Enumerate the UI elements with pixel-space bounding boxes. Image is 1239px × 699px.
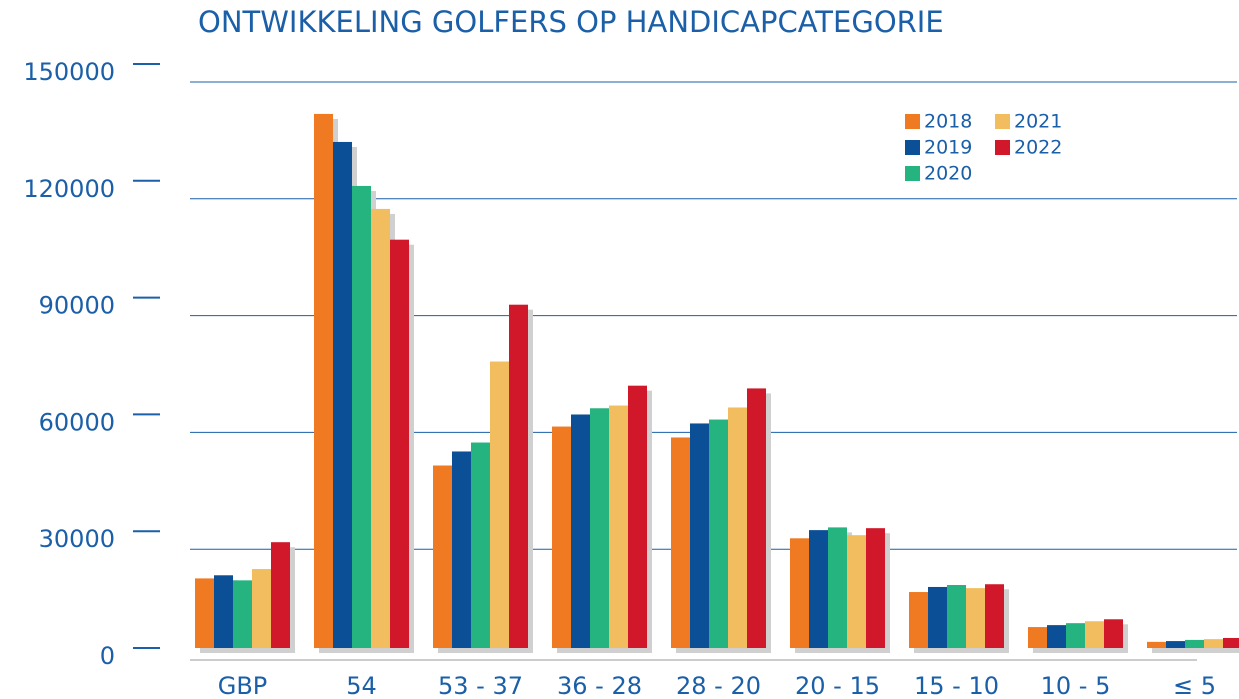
bar bbox=[471, 442, 490, 648]
bar bbox=[552, 426, 571, 648]
bar bbox=[233, 580, 252, 648]
bar bbox=[1104, 619, 1123, 648]
x-tick-label: 54 bbox=[346, 672, 377, 699]
bar bbox=[671, 437, 690, 648]
bar bbox=[809, 530, 828, 648]
bar bbox=[1223, 637, 1239, 648]
bar bbox=[1147, 641, 1166, 648]
bar bbox=[847, 535, 866, 648]
x-tick-label: ≤ 5 bbox=[1173, 672, 1216, 699]
x-tick-label: 36 - 28 bbox=[557, 672, 642, 699]
x-tick-label: GBP bbox=[218, 672, 268, 699]
bar bbox=[1066, 623, 1085, 648]
bar bbox=[866, 528, 885, 648]
y-tick-label: 30000 bbox=[39, 525, 115, 553]
bar bbox=[690, 423, 709, 648]
bar bbox=[1166, 641, 1185, 648]
bar bbox=[490, 361, 509, 648]
x-tick-label: 15 - 10 bbox=[914, 672, 999, 699]
legend-label: 2019 bbox=[924, 137, 972, 159]
bar bbox=[371, 208, 390, 648]
bar bbox=[195, 578, 214, 648]
bar bbox=[947, 585, 966, 648]
y-tick-label: 150000 bbox=[23, 58, 115, 86]
legend-label: 2018 bbox=[924, 111, 972, 133]
bar bbox=[571, 414, 590, 648]
y-tick-label: 120000 bbox=[23, 175, 115, 203]
bar-shadow bbox=[1209, 644, 1228, 653]
legend-swatch bbox=[995, 140, 1010, 155]
bar bbox=[214, 575, 233, 648]
bar bbox=[509, 304, 528, 648]
bar bbox=[452, 451, 471, 648]
bar-shadow bbox=[1171, 646, 1190, 653]
x-tick-label: 28 - 20 bbox=[676, 672, 761, 699]
bar bbox=[985, 584, 1004, 648]
x-tick-label: 53 - 37 bbox=[438, 672, 523, 699]
chart-title: ONTWIKKELING GOLFERS OP HANDICAPCATEGORI… bbox=[198, 5, 944, 39]
bar bbox=[709, 419, 728, 648]
bar bbox=[966, 588, 985, 648]
bar bbox=[352, 185, 371, 648]
y-tick-label: 0 bbox=[100, 642, 115, 670]
bar bbox=[628, 385, 647, 648]
x-tick-label: 20 - 15 bbox=[795, 672, 880, 699]
bar bbox=[1185, 639, 1204, 648]
bar bbox=[909, 592, 928, 648]
legend-swatch bbox=[905, 140, 920, 155]
bar bbox=[390, 239, 409, 648]
legend-swatch bbox=[995, 114, 1010, 129]
bar bbox=[1047, 625, 1066, 648]
bar bbox=[590, 408, 609, 648]
legend-label: 2020 bbox=[924, 163, 972, 185]
bar bbox=[1204, 639, 1223, 648]
bar bbox=[333, 141, 352, 648]
legend-label: 2021 bbox=[1014, 111, 1062, 133]
bar bbox=[271, 542, 290, 648]
legend-swatch bbox=[905, 114, 920, 129]
legend-swatch bbox=[905, 166, 920, 181]
bar bbox=[314, 113, 333, 648]
bar bbox=[433, 465, 452, 648]
y-tick-label: 60000 bbox=[39, 408, 115, 436]
bar bbox=[728, 407, 747, 648]
bar bbox=[1028, 627, 1047, 648]
bar bbox=[252, 569, 271, 648]
bar bbox=[828, 527, 847, 648]
legend-label: 2022 bbox=[1014, 137, 1062, 159]
bar bbox=[790, 538, 809, 648]
bar bbox=[747, 388, 766, 648]
x-tick-label: 10 - 5 bbox=[1041, 672, 1111, 699]
bar bbox=[1085, 621, 1104, 648]
bar bbox=[609, 405, 628, 648]
bar-shadow bbox=[1152, 646, 1171, 653]
bar-shadow bbox=[1190, 644, 1209, 653]
bar bbox=[928, 586, 947, 648]
y-tick-label: 90000 bbox=[39, 292, 115, 320]
